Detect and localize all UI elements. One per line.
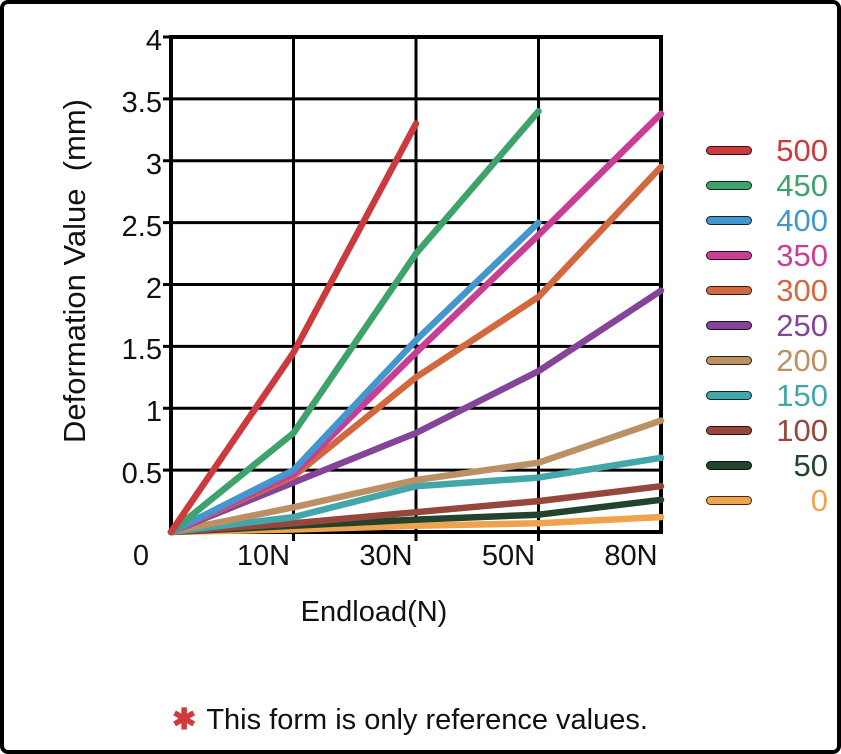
legend-swatch-icon — [706, 181, 752, 190]
legend-label: 50 — [793, 448, 828, 483]
legend-item-250: 250 — [706, 308, 828, 343]
deformation-line-chart — [163, 35, 665, 541]
series-line-500 — [167, 120, 420, 536]
legend-label: 0 — [810, 483, 828, 518]
legend-item-400: 400 — [706, 203, 828, 238]
legend-label: 350 — [776, 238, 828, 273]
legend-swatch-icon — [706, 321, 752, 330]
plot-border — [169, 35, 663, 534]
y-tick-label: 1 — [145, 396, 162, 429]
legend-swatch-icon — [706, 286, 752, 295]
x-tick-label: 80N — [604, 540, 658, 572]
series-line-150 — [167, 454, 665, 536]
legend-label: 250 — [776, 308, 828, 343]
legend-swatch-icon — [706, 216, 752, 225]
x-tick-label: 50N — [481, 540, 536, 572]
legend-swatch-icon — [706, 426, 752, 435]
legend-label: 300 — [776, 273, 828, 308]
legend-item-100: 100 — [706, 413, 828, 448]
reference-note: ✱ This form is only reference values. — [172, 702, 648, 737]
y-tick-label: 2 — [145, 272, 162, 305]
legend-label: 500 — [776, 133, 828, 168]
x-tick-label: 30N — [359, 540, 413, 572]
series-line-450 — [167, 108, 542, 536]
y-tick-label: 3 — [145, 148, 162, 181]
legend-item-350: 350 — [706, 238, 828, 273]
y-tick-label: 1.5 — [121, 334, 162, 367]
legend-swatch-icon — [706, 146, 752, 155]
reference-note-text: This form is only reference values. — [206, 704, 648, 736]
legend-item-300: 300 — [706, 273, 828, 308]
legend-label: 200 — [776, 343, 828, 378]
x-tick-label: 10N — [236, 540, 291, 572]
legend-label: 150 — [776, 378, 828, 413]
series-line-250 — [167, 287, 665, 536]
y-tick-label: 2.5 — [121, 210, 162, 243]
series-line-100 — [167, 482, 665, 536]
legend-item-200: 200 — [706, 343, 828, 378]
y-axis-title: Deformation Value (mm) — [57, 99, 92, 443]
series-line-200 — [167, 417, 665, 536]
y-tick-label: 0.5 — [121, 458, 162, 491]
chart-legend: 500 450 400 350 300 250 200 150 100 50 0 — [706, 133, 828, 518]
x-tick-label: 0 — [132, 540, 150, 572]
y-tick-label: 3.5 — [121, 86, 162, 119]
x-axis-title: Endload(N) — [300, 596, 448, 628]
legend-item-450: 450 — [706, 168, 828, 203]
legend-swatch-icon — [706, 496, 752, 505]
asterisk-icon: ✱ — [172, 704, 197, 736]
legend-label: 400 — [776, 203, 828, 238]
legend-label: 450 — [776, 168, 828, 203]
legend-swatch-icon — [706, 461, 752, 470]
y-tick-label: 4 — [145, 25, 162, 57]
legend-swatch-icon — [706, 391, 752, 400]
series-line-400 — [167, 219, 542, 536]
legend-label: 100 — [776, 413, 828, 448]
legend-item-500: 500 — [706, 133, 828, 168]
legend-swatch-icon — [706, 251, 752, 260]
legend-swatch-icon — [706, 356, 752, 365]
legend-item-0: 0 — [706, 483, 828, 518]
legend-item-150: 150 — [706, 378, 828, 413]
legend-item-50: 50 — [706, 448, 828, 483]
